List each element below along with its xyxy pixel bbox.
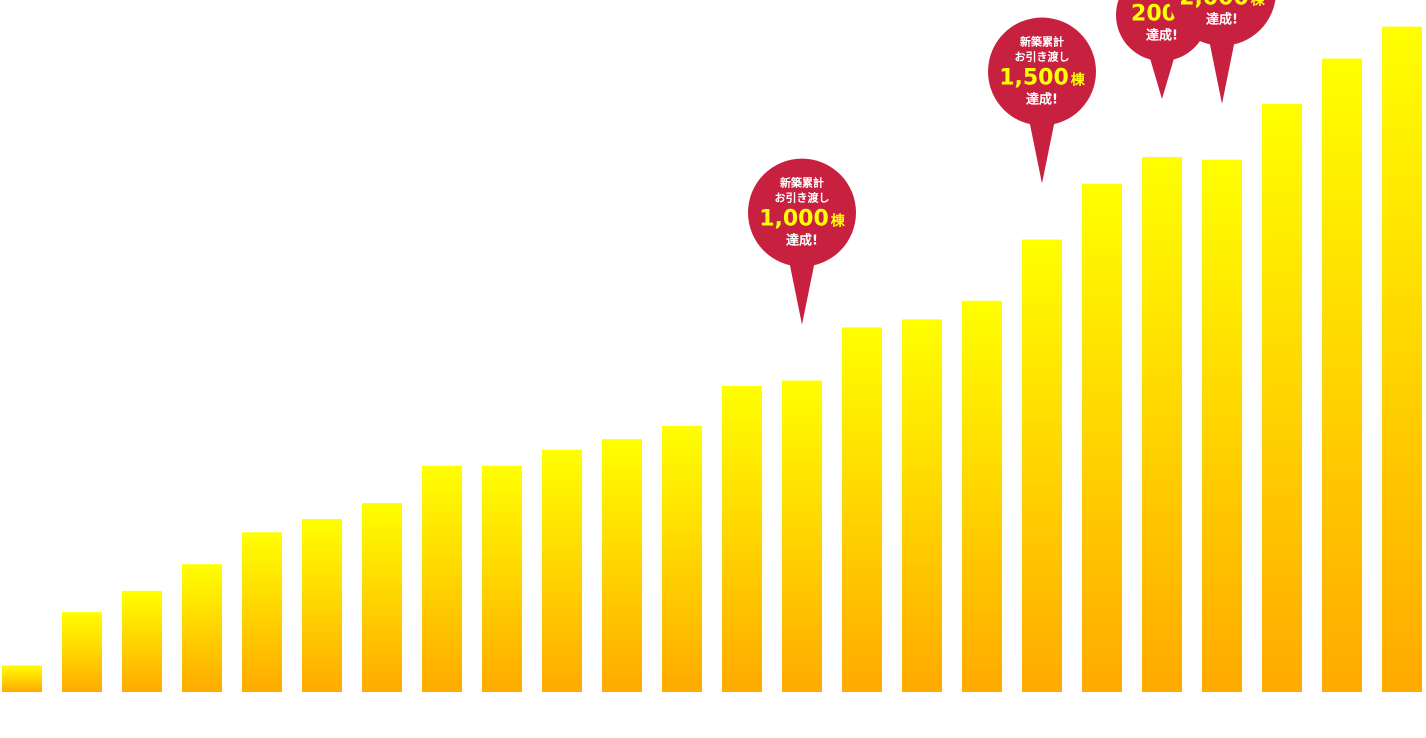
- milestone-pin-tail: [1149, 55, 1175, 100]
- bar-23: [1322, 58, 1362, 693]
- bar-19: [1082, 183, 1122, 692]
- bar-3: [122, 590, 162, 692]
- milestone-pin-tail: [1209, 39, 1235, 104]
- bar-21: [1202, 159, 1242, 692]
- milestone-number-unit: 棟: [1071, 72, 1086, 89]
- bar-10: [542, 449, 582, 692]
- milestone-pin-circle: [988, 17, 1096, 126]
- milestone-number: 1,000 棟: [759, 207, 846, 232]
- bar-24: [1382, 26, 1422, 693]
- milestone-number-value: 2,000: [1179, 0, 1249, 11]
- bar-7: [362, 503, 402, 692]
- bar-15: [842, 327, 882, 692]
- milestone-suffix: 達成!: [786, 233, 818, 249]
- milestone-number-unit: 棟: [1251, 0, 1266, 9]
- bar-9: [482, 465, 522, 692]
- bar-14: [782, 380, 822, 692]
- milestone-suffix: 達成!: [1026, 92, 1058, 108]
- milestone-suffix: 達成!: [1146, 28, 1178, 44]
- bar-2: [62, 612, 102, 692]
- milestone-number-value: 200: [1131, 2, 1177, 27]
- bar-18: [1022, 239, 1062, 693]
- milestone-pin-tail: [789, 260, 815, 325]
- bar-20: [1142, 157, 1182, 692]
- bar-13: [722, 385, 762, 692]
- bar-8: [422, 465, 462, 692]
- bar-1: [2, 665, 42, 692]
- milestone-number-value: 1,000: [759, 207, 829, 232]
- bar-11: [602, 439, 642, 692]
- bar-6: [302, 519, 342, 692]
- milestone-pin-tail: [1029, 119, 1055, 184]
- milestone-label-line: 新築累計: [1020, 35, 1064, 49]
- milestone-number: 1,500 棟: [999, 66, 1086, 91]
- milestone-pins-group: 新築累計お引き渡し1,000棟達成!新築累計お引き渡し1,500棟達成!年間20…: [748, 0, 1276, 325]
- milestone-label-line: お引き渡し: [775, 191, 830, 205]
- milestone-suffix: 達成!: [1206, 12, 1238, 28]
- bar-4: [182, 564, 222, 692]
- milestone-pin-circle: [748, 158, 856, 267]
- bar-17: [962, 300, 1002, 692]
- milestone-number-unit: 棟: [831, 213, 846, 230]
- milestone-label-line: お引き渡し: [1015, 50, 1070, 64]
- milestone-label-line: 新築累計: [780, 176, 824, 190]
- bar-22: [1262, 103, 1302, 693]
- milestone-pin-circle: [1168, 0, 1276, 46]
- milestone-number-value: 1,500: [999, 66, 1069, 91]
- bar-12: [662, 425, 702, 692]
- bars-group: [2, 26, 1422, 693]
- bar-16: [902, 319, 942, 692]
- bar-5: [242, 532, 282, 692]
